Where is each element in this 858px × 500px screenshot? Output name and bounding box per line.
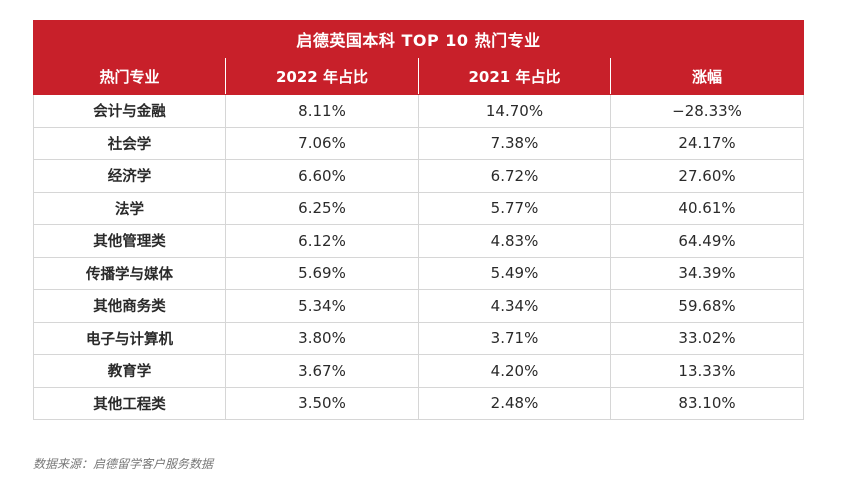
table-title-row: 启德英国本科 TOP 10 热门专业: [32, 20, 805, 58]
table-title: 启德英国本科 TOP 10 热门专业: [32, 20, 805, 58]
major-name: 社会学: [33, 126, 226, 160]
major-name: 其他工程类: [33, 386, 226, 420]
table-row: 社会学 7.06% 7.38% 24.17%: [33, 126, 805, 160]
share-2022: 3.50%: [225, 386, 419, 420]
share-2021: 4.20%: [418, 354, 611, 388]
share-2022: 5.34%: [225, 289, 419, 323]
major-name: 传播学与媒体: [33, 256, 226, 290]
growth-rate: 33.02%: [609, 321, 805, 355]
growth-rate: 24.17%: [609, 126, 805, 160]
data-source-note: 数据来源：启德留学客户服务数据: [33, 457, 214, 471]
growth-rate: −28.33%: [609, 94, 805, 128]
share-2021: 7.38%: [418, 126, 611, 160]
column-header-major: 热门专业: [33, 57, 226, 95]
major-name: 法学: [33, 191, 226, 225]
table-row: 其他工程类 3.50% 2.48% 83.10%: [33, 386, 805, 420]
share-2021: 2.48%: [418, 386, 611, 420]
share-2022: 3.80%: [225, 321, 419, 355]
share-2021: 5.77%: [418, 191, 611, 225]
share-2022: 3.67%: [225, 354, 419, 388]
share-2021: 3.71%: [418, 321, 611, 355]
top-majors-table: 启德英国本科 TOP 10 热门专业 热门专业 2022 年占比 2021 年占…: [32, 20, 805, 420]
share-2021: 4.83%: [418, 224, 611, 258]
table-row: 传播学与媒体 5.69% 5.49% 34.39%: [33, 256, 805, 290]
share-2022: 6.60%: [225, 159, 419, 193]
column-header-growth: 涨幅: [609, 57, 805, 95]
table-row: 法学 6.25% 5.77% 40.61%: [33, 191, 805, 225]
major-name: 其他商务类: [33, 289, 226, 323]
growth-rate: 13.33%: [609, 354, 805, 388]
growth-rate: 34.39%: [609, 256, 805, 290]
share-2021: 4.34%: [418, 289, 611, 323]
growth-rate: 40.61%: [609, 191, 805, 225]
majors-table-container: 启德英国本科 TOP 10 热门专业 热门专业 2022 年占比 2021 年占…: [32, 20, 805, 420]
column-header-2022-share: 2022 年占比: [225, 57, 419, 95]
major-name: 会计与金融: [33, 94, 226, 128]
column-header-2021-share: 2021 年占比: [418, 57, 611, 95]
major-name: 其他管理类: [33, 224, 226, 258]
table-row: 其他管理类 6.12% 4.83% 64.49%: [33, 224, 805, 258]
growth-rate: 59.68%: [609, 289, 805, 323]
share-2021: 5.49%: [418, 256, 611, 290]
major-name: 电子与计算机: [33, 321, 226, 355]
table-header-row: 热门专业 2022 年占比 2021 年占比 涨幅: [33, 57, 805, 95]
growth-rate: 64.49%: [609, 224, 805, 258]
share-2022: 5.69%: [225, 256, 419, 290]
table-row: 其他商务类 5.34% 4.34% 59.68%: [33, 289, 805, 323]
share-2022: 6.12%: [225, 224, 419, 258]
share-2022: 7.06%: [225, 126, 419, 160]
table-body: 会计与金融 8.11% 14.70% −28.33% 社会学 7.06% 7.3…: [33, 94, 805, 420]
share-2022: 8.11%: [225, 94, 419, 128]
share-2022: 6.25%: [225, 191, 419, 225]
table-row: 电子与计算机 3.80% 3.71% 33.02%: [33, 321, 805, 355]
major-name: 经济学: [33, 159, 226, 193]
share-2021: 14.70%: [418, 94, 611, 128]
table-row: 教育学 3.67% 4.20% 13.33%: [33, 354, 805, 388]
growth-rate: 27.60%: [609, 159, 805, 193]
growth-rate: 83.10%: [609, 386, 805, 420]
share-2021: 6.72%: [418, 159, 611, 193]
table-row: 经济学 6.60% 6.72% 27.60%: [33, 159, 805, 193]
major-name: 教育学: [33, 354, 226, 388]
table-row: 会计与金融 8.11% 14.70% −28.33%: [33, 94, 805, 128]
